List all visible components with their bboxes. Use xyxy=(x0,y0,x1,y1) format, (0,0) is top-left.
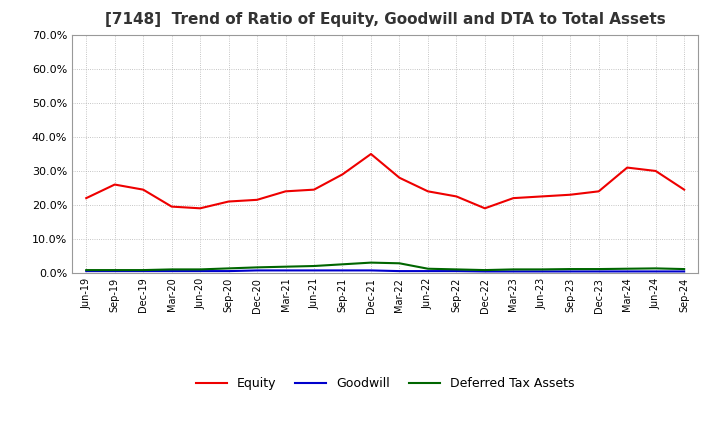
Deferred Tax Assets xyxy=(310,264,318,269)
Goodwill xyxy=(537,269,546,274)
Equity xyxy=(623,165,631,170)
Equity xyxy=(110,182,119,187)
Deferred Tax Assets xyxy=(82,268,91,273)
Deferred Tax Assets xyxy=(196,267,204,272)
Equity xyxy=(509,195,518,201)
Deferred Tax Assets xyxy=(537,267,546,272)
Equity xyxy=(196,205,204,211)
Goodwill xyxy=(423,268,432,274)
Goodwill xyxy=(167,268,176,274)
Equity xyxy=(480,205,489,211)
Deferred Tax Assets xyxy=(253,265,261,270)
Goodwill xyxy=(366,268,375,273)
Goodwill xyxy=(595,269,603,274)
Equity xyxy=(310,187,318,192)
Goodwill xyxy=(480,269,489,274)
Line: Equity: Equity xyxy=(86,154,684,208)
Deferred Tax Assets xyxy=(480,268,489,273)
Equity xyxy=(253,197,261,202)
Equity xyxy=(566,192,575,198)
Goodwill xyxy=(338,268,347,273)
Equity xyxy=(652,169,660,174)
Goodwill xyxy=(680,269,688,274)
Equity xyxy=(338,172,347,177)
Title: [7148]  Trend of Ratio of Equity, Goodwill and DTA to Total Assets: [7148] Trend of Ratio of Equity, Goodwil… xyxy=(105,12,665,27)
Deferred Tax Assets xyxy=(366,260,375,265)
Goodwill xyxy=(652,269,660,274)
Line: Deferred Tax Assets: Deferred Tax Assets xyxy=(86,263,684,270)
Goodwill xyxy=(566,269,575,274)
Deferred Tax Assets xyxy=(652,266,660,271)
Equity xyxy=(82,195,91,201)
Deferred Tax Assets xyxy=(395,260,404,266)
Goodwill xyxy=(509,269,518,274)
Legend: Equity, Goodwill, Deferred Tax Assets: Equity, Goodwill, Deferred Tax Assets xyxy=(196,377,575,390)
Equity xyxy=(595,189,603,194)
Equity xyxy=(395,175,404,180)
Goodwill xyxy=(139,268,148,274)
Deferred Tax Assets xyxy=(680,267,688,272)
Deferred Tax Assets xyxy=(282,264,290,269)
Goodwill xyxy=(310,268,318,273)
Equity xyxy=(423,189,432,194)
Goodwill xyxy=(282,268,290,273)
Equity xyxy=(139,187,148,192)
Deferred Tax Assets xyxy=(423,266,432,271)
Deferred Tax Assets xyxy=(167,267,176,272)
Deferred Tax Assets xyxy=(595,267,603,272)
Goodwill xyxy=(253,268,261,273)
Equity xyxy=(452,194,461,199)
Goodwill xyxy=(82,268,91,274)
Goodwill xyxy=(196,268,204,274)
Equity xyxy=(537,194,546,199)
Deferred Tax Assets xyxy=(509,267,518,272)
Goodwill xyxy=(225,268,233,274)
Deferred Tax Assets xyxy=(566,267,575,272)
Deferred Tax Assets xyxy=(139,268,148,273)
Equity xyxy=(366,151,375,157)
Goodwill xyxy=(623,269,631,274)
Equity xyxy=(282,189,290,194)
Deferred Tax Assets xyxy=(225,266,233,271)
Goodwill xyxy=(110,268,119,274)
Deferred Tax Assets xyxy=(338,262,347,267)
Deferred Tax Assets xyxy=(452,267,461,272)
Equity xyxy=(167,204,176,209)
Equity xyxy=(225,199,233,204)
Deferred Tax Assets xyxy=(110,268,119,273)
Deferred Tax Assets xyxy=(623,266,631,271)
Equity xyxy=(680,187,688,192)
Goodwill xyxy=(395,268,404,274)
Goodwill xyxy=(452,268,461,274)
